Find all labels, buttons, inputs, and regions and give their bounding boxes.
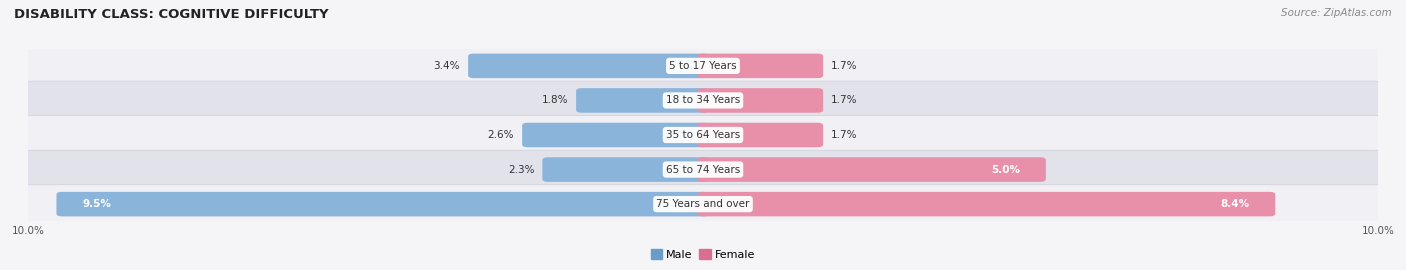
Text: 3.4%: 3.4% (433, 61, 460, 71)
FancyBboxPatch shape (543, 157, 709, 182)
Text: 8.4%: 8.4% (1220, 199, 1250, 209)
FancyBboxPatch shape (697, 157, 1046, 182)
FancyBboxPatch shape (21, 150, 1385, 189)
Text: 9.5%: 9.5% (82, 199, 111, 209)
Text: 35 to 64 Years: 35 to 64 Years (666, 130, 740, 140)
Text: 65 to 74 Years: 65 to 74 Years (666, 164, 740, 175)
FancyBboxPatch shape (21, 185, 1385, 224)
Text: 1.7%: 1.7% (831, 95, 858, 106)
FancyBboxPatch shape (697, 54, 823, 78)
Text: 2.6%: 2.6% (488, 130, 515, 140)
Text: 1.7%: 1.7% (831, 130, 858, 140)
Text: 75 Years and over: 75 Years and over (657, 199, 749, 209)
FancyBboxPatch shape (522, 123, 709, 147)
Text: Source: ZipAtlas.com: Source: ZipAtlas.com (1281, 8, 1392, 18)
Text: 2.3%: 2.3% (508, 164, 534, 175)
FancyBboxPatch shape (56, 192, 709, 216)
FancyBboxPatch shape (21, 81, 1385, 120)
Text: 5.0%: 5.0% (991, 164, 1021, 175)
FancyBboxPatch shape (576, 88, 709, 113)
FancyBboxPatch shape (697, 192, 1275, 216)
FancyBboxPatch shape (697, 88, 823, 113)
Text: DISABILITY CLASS: COGNITIVE DIFFICULTY: DISABILITY CLASS: COGNITIVE DIFFICULTY (14, 8, 329, 21)
Legend: Male, Female: Male, Female (647, 245, 759, 264)
Text: 1.8%: 1.8% (541, 95, 568, 106)
FancyBboxPatch shape (697, 123, 823, 147)
FancyBboxPatch shape (21, 46, 1385, 85)
Text: 18 to 34 Years: 18 to 34 Years (666, 95, 740, 106)
Text: 1.7%: 1.7% (831, 61, 858, 71)
FancyBboxPatch shape (21, 116, 1385, 154)
Text: 5 to 17 Years: 5 to 17 Years (669, 61, 737, 71)
FancyBboxPatch shape (468, 54, 709, 78)
